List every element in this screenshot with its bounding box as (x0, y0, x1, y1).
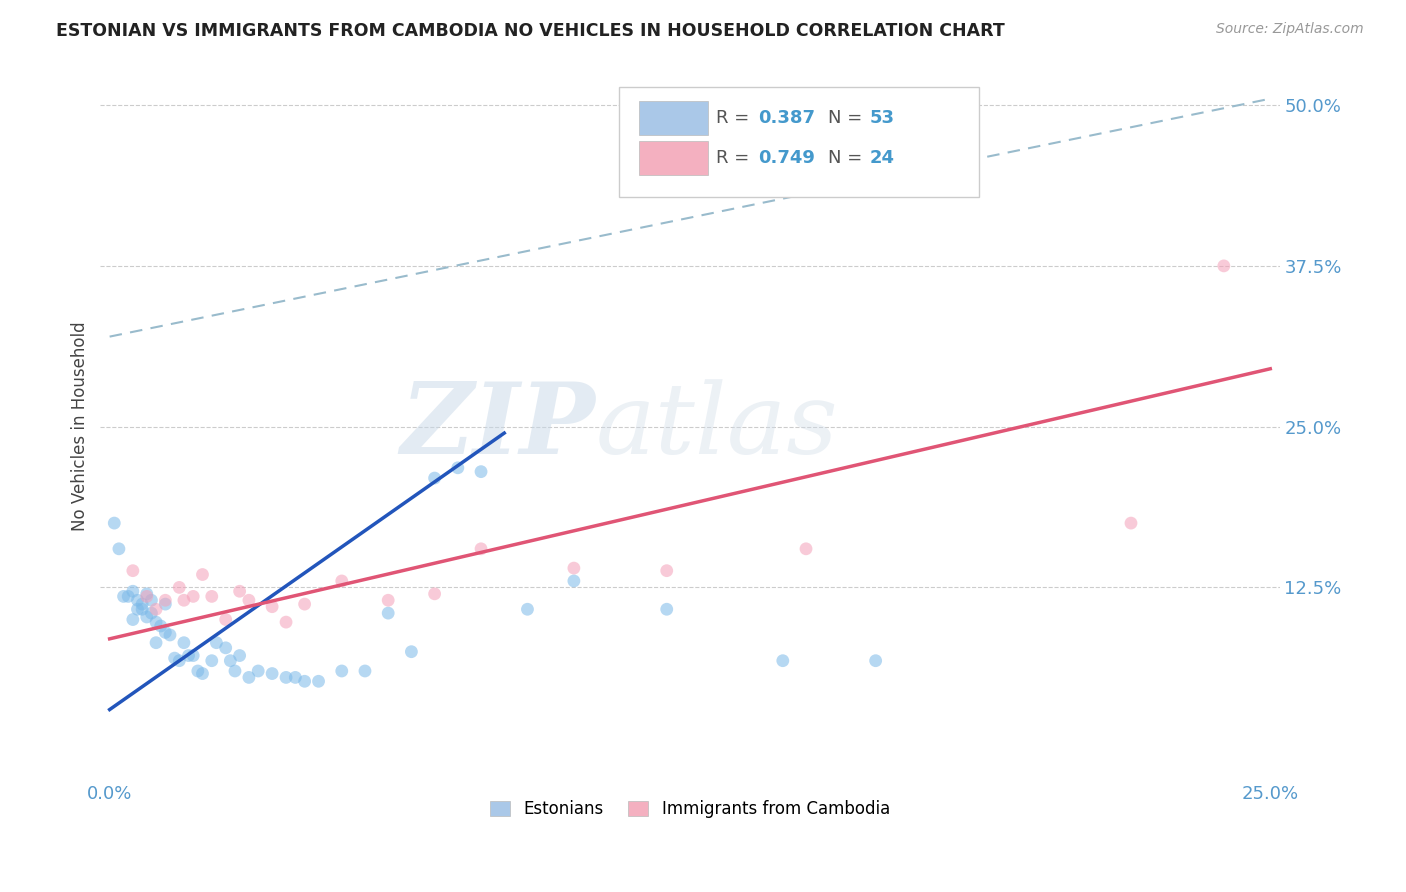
Point (655, 602, 678, 616)
Point (655, 564, 678, 578)
Point (191, 567, 214, 582)
Point (516, 602, 538, 616)
Point (377, 593, 399, 607)
Point (284, 670, 307, 684)
Point (177, 648, 200, 663)
Point (135, 587, 157, 601)
Point (155, 593, 177, 607)
Point (121, 584, 143, 599)
Point (470, 541, 492, 556)
Point (219, 654, 242, 668)
Text: R =: R = (716, 109, 755, 127)
Point (145, 602, 167, 616)
Point (274, 615, 297, 629)
Point (215, 613, 238, 627)
Point (772, 654, 794, 668)
FancyBboxPatch shape (640, 141, 707, 175)
Point (294, 597, 316, 611)
Point (169, 581, 191, 595)
Point (865, 654, 887, 668)
Point (131, 602, 153, 616)
Point (1119, 516, 1142, 530)
Point (141, 593, 163, 607)
Point (173, 636, 195, 650)
FancyBboxPatch shape (640, 101, 707, 135)
Point (173, 593, 195, 607)
Point (145, 636, 167, 650)
Point (131, 597, 153, 611)
Point (108, 541, 131, 556)
Point (145, 615, 167, 629)
Point (163, 651, 186, 665)
Point (149, 619, 172, 633)
Point (470, 465, 492, 479)
Point (127, 593, 149, 607)
Point (155, 597, 177, 611)
Point (262, 666, 284, 681)
Point (330, 664, 353, 678)
Point (377, 606, 399, 620)
Text: ZIP: ZIP (401, 378, 596, 475)
Point (155, 625, 177, 640)
Point (201, 590, 224, 604)
Point (423, 587, 446, 601)
FancyBboxPatch shape (619, 87, 979, 197)
Point (127, 602, 149, 616)
Point (308, 674, 330, 689)
Point (121, 613, 143, 627)
Y-axis label: No Vehicles in Household: No Vehicles in Household (72, 322, 89, 532)
Point (228, 584, 250, 599)
Point (238, 670, 260, 684)
Point (224, 664, 246, 678)
Point (330, 574, 353, 588)
Point (181, 590, 204, 604)
Point (423, 471, 446, 485)
Point (238, 593, 260, 607)
Text: N =: N = (828, 149, 868, 167)
Point (247, 664, 270, 678)
Point (135, 590, 157, 604)
Point (447, 460, 470, 475)
Point (191, 666, 214, 681)
Legend: Estonians, Immigrants from Cambodia: Estonians, Immigrants from Cambodia (484, 794, 897, 825)
Text: 24: 24 (869, 149, 894, 167)
Point (187, 664, 209, 678)
Point (562, 561, 585, 575)
Point (121, 564, 143, 578)
Text: 0.387: 0.387 (758, 109, 815, 127)
Text: Source: ZipAtlas.com: Source: ZipAtlas.com (1216, 22, 1364, 37)
Point (169, 654, 191, 668)
Text: atlas: atlas (596, 379, 838, 475)
Text: ESTONIAN VS IMMIGRANTS FROM CAMBODIA NO VEHICLES IN HOUSEHOLD CORRELATION CHART: ESTONIAN VS IMMIGRANTS FROM CAMBODIA NO … (56, 22, 1005, 40)
Point (112, 590, 135, 604)
Point (215, 640, 238, 655)
Text: 53: 53 (869, 109, 894, 127)
Point (354, 664, 377, 678)
Point (181, 648, 204, 663)
Point (262, 599, 284, 614)
Point (274, 670, 297, 684)
Point (135, 610, 157, 624)
Point (103, 516, 125, 530)
Text: 0.749: 0.749 (758, 149, 815, 167)
Text: N =: N = (828, 109, 868, 127)
Point (228, 648, 250, 663)
Point (1212, 259, 1234, 273)
Point (141, 606, 163, 620)
Text: R =: R = (716, 149, 755, 167)
Point (294, 674, 316, 689)
Point (159, 628, 181, 642)
Point (794, 541, 817, 556)
Point (201, 654, 224, 668)
Point (401, 645, 423, 659)
Point (562, 574, 585, 588)
Point (117, 590, 139, 604)
Point (205, 636, 228, 650)
